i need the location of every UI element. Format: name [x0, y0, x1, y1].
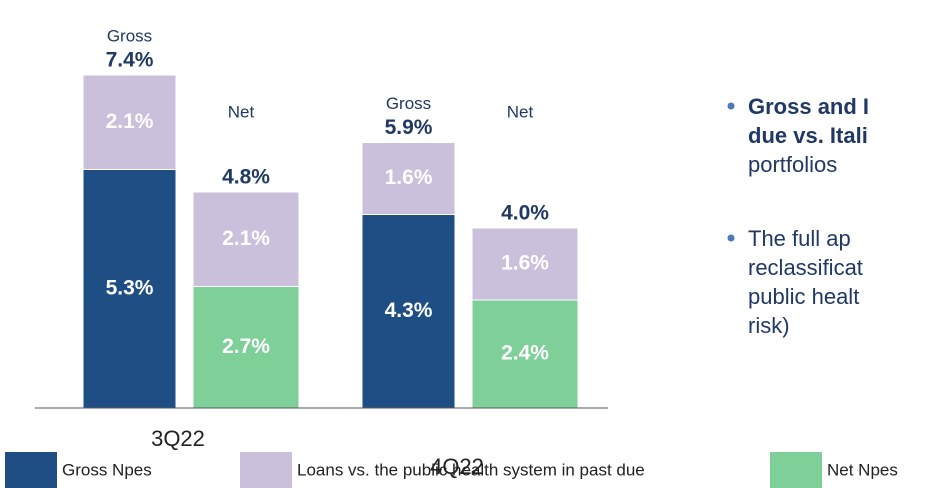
legend-label: Gross Npes — [62, 460, 152, 479]
note-line: The full ap — [748, 226, 851, 251]
stack-label: Net — [507, 102, 534, 121]
total-label: 7.4% — [106, 49, 154, 72]
legend-swatch — [5, 452, 57, 488]
bar-segment — [361, 142, 456, 215]
x-tick-label: 3Q22 — [151, 426, 205, 451]
legend-swatch — [770, 452, 822, 488]
stack-label: Gross — [107, 26, 152, 45]
value-label: 2.1% — [222, 227, 270, 250]
bar-segment — [192, 191, 300, 287]
bar-segment — [82, 74, 177, 170]
value-label: 4.3% — [385, 299, 433, 322]
bar-segment — [471, 227, 579, 301]
note-line: Gross and I — [748, 94, 869, 119]
value-label: 5.3% — [106, 276, 154, 299]
value-label: 2.4% — [501, 342, 549, 365]
bar-segment — [82, 169, 177, 409]
total-label: 4.8% — [222, 166, 270, 189]
stack-label: Gross — [386, 94, 431, 113]
note-line: reclassificat — [748, 255, 863, 280]
value-label: 1.6% — [385, 166, 433, 189]
total-label: 4.0% — [501, 202, 549, 225]
note-line: portfolios — [748, 152, 837, 177]
x-tick-label: 4Q22 — [430, 454, 484, 479]
note-line: risk) — [748, 313, 790, 338]
stack-label: Net — [228, 102, 255, 121]
value-label: 2.7% — [222, 335, 270, 358]
value-label: 1.6% — [501, 252, 549, 275]
bullet — [727, 234, 735, 242]
value-label: 2.1% — [106, 110, 154, 133]
note-line: public healt — [748, 284, 859, 309]
legend-swatch — [240, 452, 292, 488]
total-label: 5.9% — [385, 116, 433, 139]
note-line: due vs. Itali — [748, 123, 868, 148]
legend-label: Net Npes — [827, 460, 898, 479]
legend-label: Loans vs. the public health system in pa… — [297, 460, 645, 479]
bullet — [727, 102, 735, 110]
bar-segment — [361, 214, 456, 409]
